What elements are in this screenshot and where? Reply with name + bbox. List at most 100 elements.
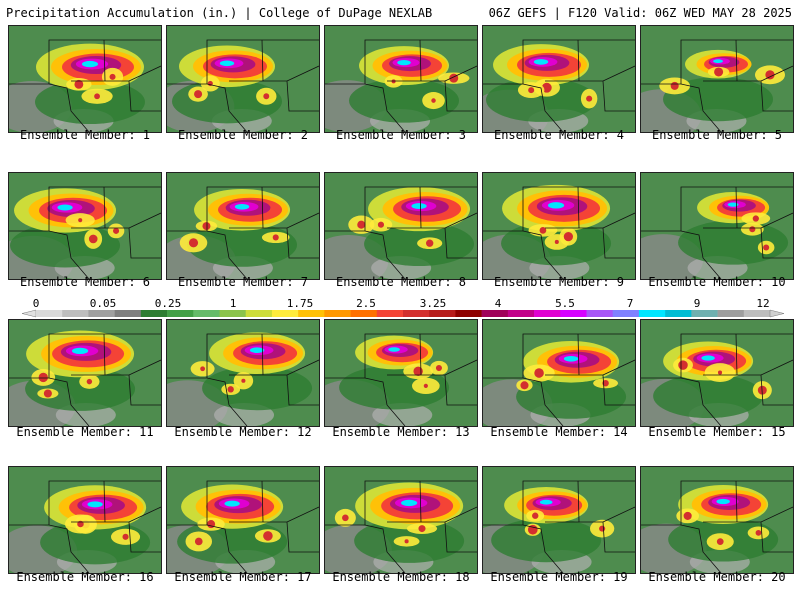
member-caption: Ensemble Member: 2: [177, 128, 309, 142]
member-caption: Ensemble Member: 7: [177, 275, 309, 289]
colorbar-swatch: [62, 310, 89, 317]
colorbar-right-arrow: [769, 309, 785, 318]
precip-map: [325, 467, 477, 573]
colorbar-tick-label: 12: [756, 297, 770, 310]
ensemble-map-panel: [482, 319, 636, 427]
colorbar-swatch: [534, 310, 561, 317]
colorbar-swatch: [403, 310, 430, 317]
colorbar-swatch: [743, 310, 771, 317]
ensemble-map-panel: [8, 25, 162, 133]
colorbar-swatch: [507, 310, 535, 317]
precip-map: [9, 467, 161, 573]
colorbar-swatch: [429, 310, 456, 317]
precip-map: [167, 467, 319, 573]
ensemble-map-panel: [482, 172, 636, 280]
colorbar-swatch: [586, 310, 614, 317]
member-caption: Ensemble Member: 6: [19, 275, 151, 289]
colorbar-swatch: [612, 310, 640, 317]
colorbar-swatch: [638, 310, 666, 317]
ensemble-map-panel: [324, 319, 478, 427]
ensemble-map-panel: [640, 319, 794, 427]
colorbar-tick-label: 0.25: [154, 297, 182, 310]
precip-map: [167, 26, 319, 132]
ensemble-map-panel: [324, 172, 478, 280]
precip-map: [167, 173, 319, 279]
colorbar-tick-label: 0: [32, 297, 40, 310]
colorbar-swatch: [717, 310, 745, 317]
ensemble-map-panel: [324, 25, 478, 133]
precip-map: [9, 173, 161, 279]
colorbar-swatch: [245, 310, 273, 317]
colorbar: 0 0.05 0.25 1 1.75 2.5 3.25 4 5.5 7 9 12: [0, 297, 800, 321]
precip-map: [325, 26, 477, 132]
ensemble-map-panel: [166, 25, 320, 133]
colorbar-swatch: [88, 310, 115, 317]
colorbar-tick-label: 1: [229, 297, 237, 310]
member-caption: Ensemble Member: 17: [174, 570, 312, 584]
precip-map: [641, 467, 793, 573]
member-caption: Ensemble Member: 16: [16, 570, 154, 584]
colorbar-tick-label: 5.5: [555, 297, 575, 310]
colorbar-swatch: [193, 310, 220, 317]
member-caption: Ensemble Member: 15: [648, 425, 786, 439]
member-caption: Ensemble Member: 11: [16, 425, 154, 439]
member-caption: Ensemble Member: 19: [490, 570, 628, 584]
colorbar-swatch: [36, 310, 63, 317]
colorbar-swatch: [691, 310, 718, 317]
member-caption: Ensemble Member: 13: [332, 425, 470, 439]
precip-map: [167, 320, 319, 426]
precip-map: [325, 320, 477, 426]
precip-map: [641, 173, 793, 279]
colorbar-swatch: [560, 310, 587, 317]
member-caption: Ensemble Member: 9: [493, 275, 625, 289]
colorbar-swatch: [481, 310, 509, 317]
member-caption: Ensemble Member: 18: [332, 570, 470, 584]
colorbar-swatch: [298, 310, 325, 317]
member-caption: Ensemble Member: 5: [651, 128, 783, 142]
precip-map: [483, 26, 635, 132]
run-valid-time: 06Z GEFS | F120 Valid: 06Z WED MAY 28 20…: [488, 6, 792, 20]
member-caption: Ensemble Member: 8: [335, 275, 467, 289]
ensemble-map-panel: [482, 25, 636, 133]
precip-map: [9, 320, 161, 426]
colorbar-swatch: [219, 310, 247, 317]
ensemble-map-panel: [166, 172, 320, 280]
precip-map: [483, 173, 635, 279]
member-caption: Ensemble Member: 20: [648, 570, 786, 584]
colorbar-swatch: [350, 310, 378, 317]
colorbar-tick-label: 2.5: [356, 297, 376, 310]
colorbar-tick-label: 0.05: [89, 297, 117, 310]
colorbar-swatch: [271, 310, 299, 317]
colorbar-tick-label: 1.75: [286, 297, 314, 310]
ensemble-map-panel: [8, 466, 162, 574]
colorbar-swatch: [167, 310, 194, 317]
colorbar-swatch: [665, 310, 692, 317]
colorbar-swatch: [114, 310, 142, 317]
colorbar-tick-label: 9: [693, 297, 701, 310]
colorbar-tick-label: 4: [494, 297, 502, 310]
member-caption: Ensemble Member: 4: [493, 128, 625, 142]
ensemble-map-panel: [166, 466, 320, 574]
colorbar-tick-label: 7: [626, 297, 634, 310]
colorbar-swatch: [376, 310, 404, 317]
colorbar-scale: [21, 309, 785, 318]
colorbar-swatch: [324, 310, 351, 317]
colorbar-tick-label: 3.25: [419, 297, 447, 310]
ensemble-map-panel: [324, 466, 478, 574]
colorbar-swatch: [455, 310, 482, 317]
precip-map: [641, 26, 793, 132]
ensemble-map-panel: [640, 172, 794, 280]
ensemble-map-panel: [640, 466, 794, 574]
member-caption: Ensemble Member: 3: [335, 128, 467, 142]
chart-title: Precipitation Accumulation (in.) | Colle…: [6, 6, 433, 20]
ensemble-map-panel: [640, 25, 794, 133]
precip-map: [325, 173, 477, 279]
precip-map: [483, 467, 635, 573]
ensemble-map-panel: [482, 466, 636, 574]
member-caption: Ensemble Member: 1: [19, 128, 151, 142]
precip-map: [9, 26, 161, 132]
colorbar-swatch: [140, 310, 168, 317]
ensemble-map-panel: [8, 319, 162, 427]
colorbar-left-arrow: [21, 309, 37, 318]
member-caption: Ensemble Member: 14: [490, 425, 628, 439]
